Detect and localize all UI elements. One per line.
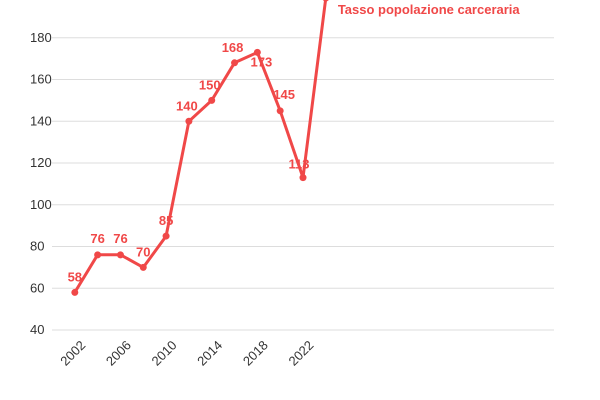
x-tick-label: 2002 bbox=[57, 338, 88, 369]
x-tick-label: 2018 bbox=[240, 338, 271, 369]
data-label: 58 bbox=[68, 269, 82, 284]
data-label: 140 bbox=[176, 98, 198, 113]
y-tick-label: 160 bbox=[30, 72, 52, 87]
series-line bbox=[73, 0, 328, 294]
y-tick-label: 60 bbox=[30, 280, 44, 295]
x-tick-label: 2022 bbox=[285, 338, 316, 369]
data-label: 70 bbox=[136, 244, 150, 259]
y-tick-label: 200 bbox=[30, 0, 52, 3]
data-label: 76 bbox=[90, 231, 104, 246]
series-name-label: Tasso popolazione carceraria bbox=[338, 2, 521, 17]
data-point bbox=[208, 96, 216, 104]
y-axis-ticks: 40 60 80 100 120 140 160 180 200 bbox=[30, 0, 52, 337]
y-tick-label: 40 bbox=[30, 322, 44, 337]
data-point bbox=[185, 117, 193, 125]
x-tick-label: 2014 bbox=[194, 338, 225, 369]
x-tick-label: 2010 bbox=[149, 338, 180, 369]
y-tick-label: 120 bbox=[30, 155, 52, 170]
data-point bbox=[253, 48, 261, 56]
x-axis-ticks: 2002 2006 2010 2014 2018 2022 bbox=[57, 338, 316, 369]
data-point bbox=[162, 232, 170, 240]
y-tick-label: 80 bbox=[30, 239, 44, 254]
data-point bbox=[276, 107, 284, 115]
data-label: 173 bbox=[251, 54, 273, 69]
y-tick-label: 180 bbox=[30, 30, 52, 45]
data-label: 76 bbox=[113, 231, 127, 246]
y-tick-label: 100 bbox=[30, 197, 52, 212]
grid bbox=[52, 37, 554, 331]
data-label: 150 bbox=[199, 77, 221, 92]
data-point bbox=[94, 251, 102, 259]
data-point bbox=[231, 59, 239, 67]
data-point bbox=[71, 288, 79, 296]
data-point bbox=[299, 174, 307, 182]
data-label: 85 bbox=[159, 213, 173, 228]
data-labels: 5876767085140150168173145113199 bbox=[68, 40, 310, 285]
data-point bbox=[322, 0, 329, 2]
data-label: 113 bbox=[289, 157, 310, 172]
data-label: 168 bbox=[222, 40, 244, 55]
y-tick-label: 140 bbox=[30, 113, 52, 128]
x-tick-label: 2006 bbox=[103, 338, 134, 369]
data-points bbox=[71, 0, 329, 296]
data-point bbox=[139, 263, 147, 271]
data-point bbox=[116, 251, 124, 259]
data-label: 145 bbox=[273, 87, 295, 102]
